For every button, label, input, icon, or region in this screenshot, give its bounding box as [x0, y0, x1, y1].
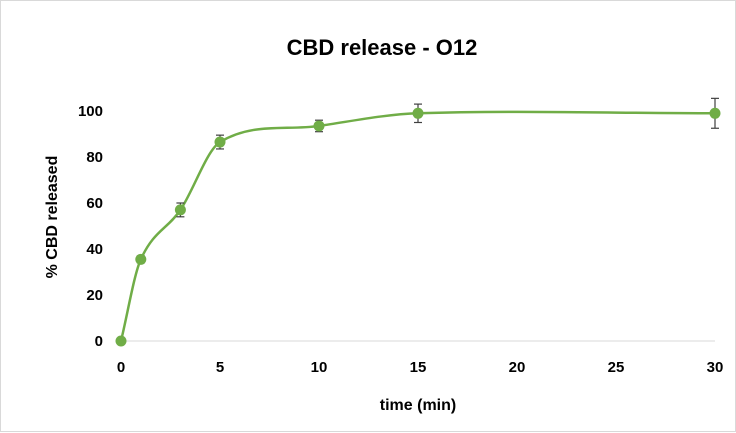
x-tick-label: 15	[410, 359, 427, 376]
y-tick-label: 100	[78, 103, 103, 120]
series-line	[119, 110, 716, 342]
y-tick-label: 80	[86, 149, 103, 166]
data-point	[214, 136, 226, 148]
x-tick-label: 10	[311, 359, 328, 376]
y-tick-label: 0	[95, 333, 103, 350]
x-tick-label: 30	[707, 359, 724, 376]
series-layer	[115, 97, 721, 347]
x-tick-label: 25	[608, 359, 625, 376]
x-tick-label: 5	[216, 359, 224, 376]
data-point	[115, 335, 127, 347]
data-point	[709, 107, 721, 119]
tick-labels: 0 20 40 60 80 100 0 5 10 15 20 25 30	[78, 103, 723, 376]
chart-title: CBD release - O12	[287, 35, 478, 60]
y-tick-label: 60	[86, 195, 103, 212]
y-tick-label: 40	[86, 241, 103, 258]
x-tick-label: 20	[509, 359, 526, 376]
y-axis-title: % CBD released	[44, 156, 61, 279]
data-point	[135, 253, 147, 265]
x-tick-label: 0	[117, 359, 125, 376]
data-point	[313, 120, 325, 132]
x-axis-title: time (min)	[380, 397, 456, 414]
data-point	[174, 204, 186, 216]
data-point	[412, 107, 424, 119]
y-tick-label: 20	[86, 287, 103, 304]
